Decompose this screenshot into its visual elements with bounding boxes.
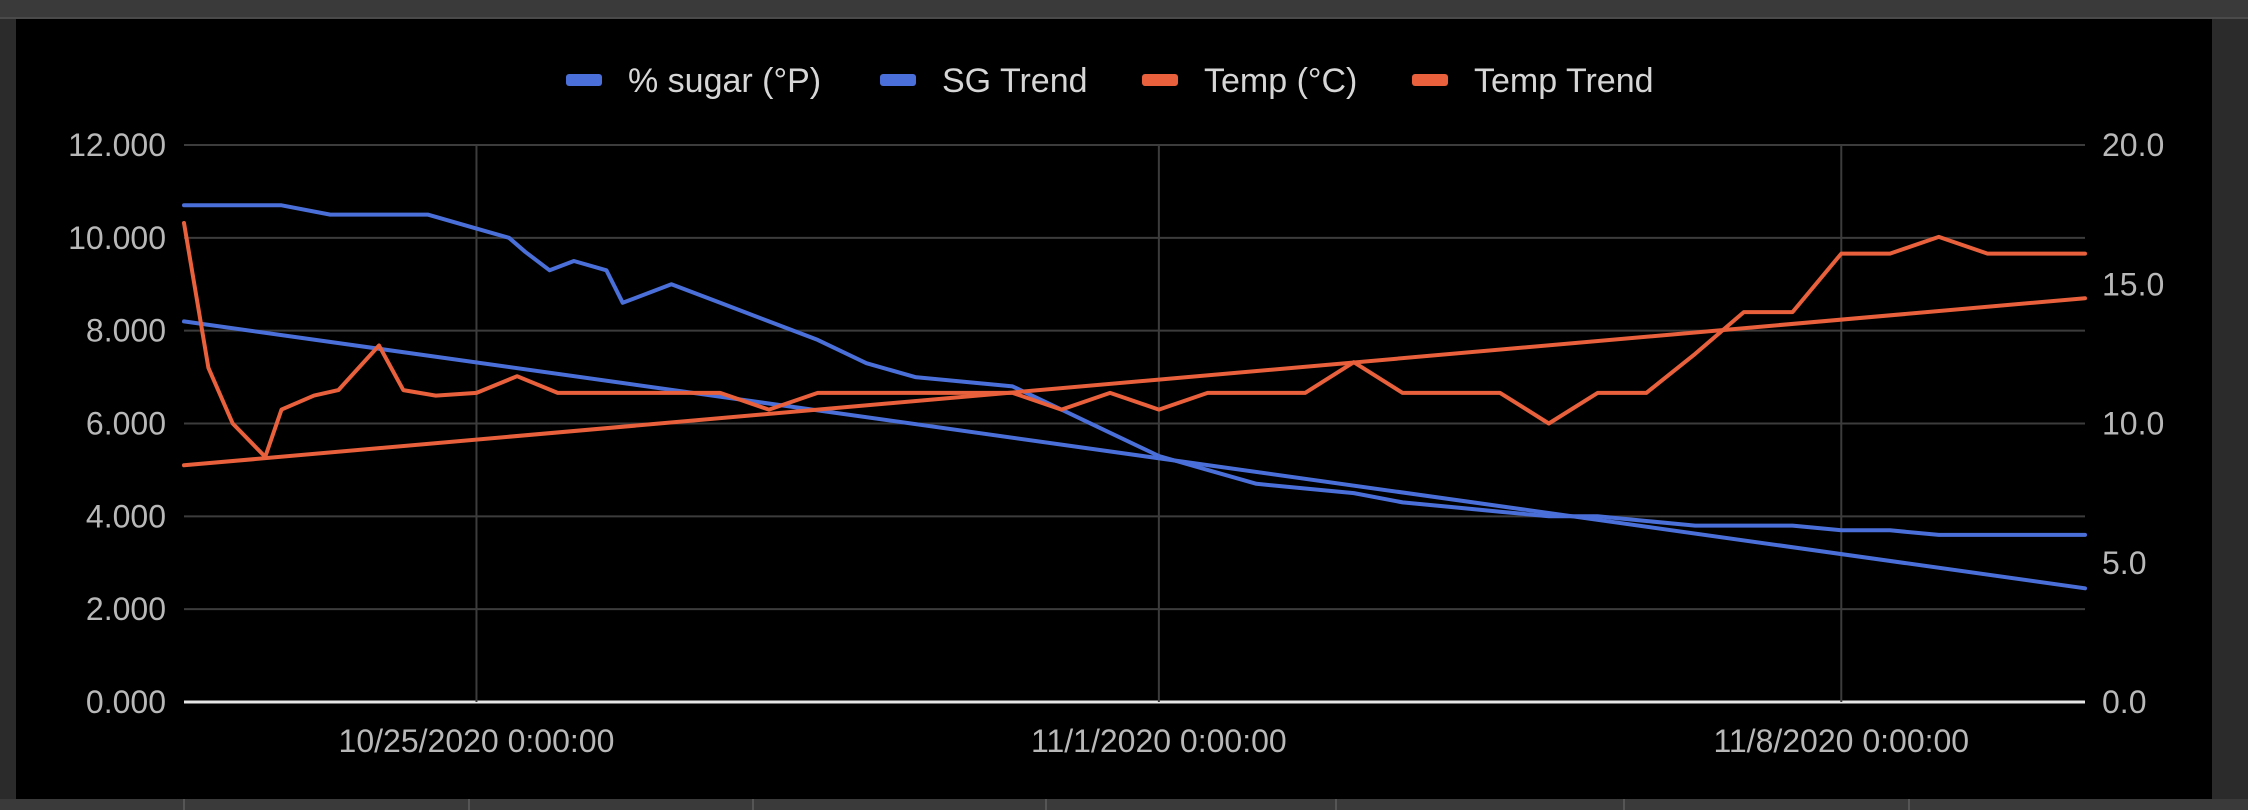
left-tick-label: 8.000 xyxy=(86,313,166,349)
right-tick-label: 15.0 xyxy=(2102,266,2164,302)
right-tick-label: 5.0 xyxy=(2102,545,2146,581)
x-tick-label: 11/1/2020 0:00:00 xyxy=(1031,723,1287,759)
x-tick-label: 11/8/2020 0:00:00 xyxy=(1713,723,1969,759)
top-bar xyxy=(0,0,2248,19)
legend-item: SG Trend xyxy=(880,62,1088,100)
legend: % sugar (°P) SG Trend Temp (°C) Temp Trend xyxy=(566,62,1654,100)
column-separator xyxy=(1335,799,1337,810)
legend-swatch xyxy=(1142,74,1178,86)
legend-item: % sugar (°P) xyxy=(566,62,821,100)
left-tick-label: 4.000 xyxy=(86,498,166,534)
series-layer xyxy=(182,203,2087,591)
column-separator xyxy=(1908,799,1910,810)
legend-swatch xyxy=(1412,74,1448,86)
legend-label: Temp Trend xyxy=(1474,62,1654,100)
grid-lines xyxy=(184,144,2085,704)
series-line-temp-c xyxy=(182,221,2087,459)
legend-label: SG Trend xyxy=(942,62,1088,100)
legend-swatch xyxy=(566,74,602,86)
right-axis: 0.0 5.0 10.0 15.0 20.0 xyxy=(2102,127,2164,720)
left-tick-label: 10.000 xyxy=(68,220,166,256)
series-line-temp-trend xyxy=(182,296,2087,468)
x-tick-label: 10/25/2020 0:00:00 xyxy=(339,723,615,759)
right-tick-label: 0.0 xyxy=(2102,684,2146,720)
series-line-sg-trend xyxy=(182,319,2087,591)
legend-swatch xyxy=(880,74,916,86)
column-separator xyxy=(1045,799,1047,810)
column-separator xyxy=(1623,799,1625,810)
left-axis: 0.000 2.000 4.000 6.000 8.000 10.000 12.000 xyxy=(68,127,166,720)
column-separator xyxy=(468,799,470,810)
column-separator xyxy=(752,799,754,810)
left-tick-label: 12.000 xyxy=(68,127,166,163)
bottom-strip xyxy=(0,799,2248,810)
right-tick-label: 10.0 xyxy=(2102,406,2164,442)
left-tick-label: 0.000 xyxy=(86,684,166,720)
chart-panel xyxy=(16,19,2212,799)
series-line-sugar-p xyxy=(182,203,2087,537)
legend-item: Temp (°C) xyxy=(1142,62,1357,100)
left-tick-label: 6.000 xyxy=(86,406,166,442)
x-axis: 10/25/2020 0:00:00 11/1/2020 0:00:00 11/8/… xyxy=(339,723,1970,759)
legend-item: Temp Trend xyxy=(1412,62,1654,100)
left-tick-label: 2.000 xyxy=(86,591,166,627)
legend-label: Temp (°C) xyxy=(1204,62,1357,100)
column-separator xyxy=(183,799,185,810)
legend-label: % sugar (°P) xyxy=(628,62,821,100)
right-tick-label: 20.0 xyxy=(2102,127,2164,163)
